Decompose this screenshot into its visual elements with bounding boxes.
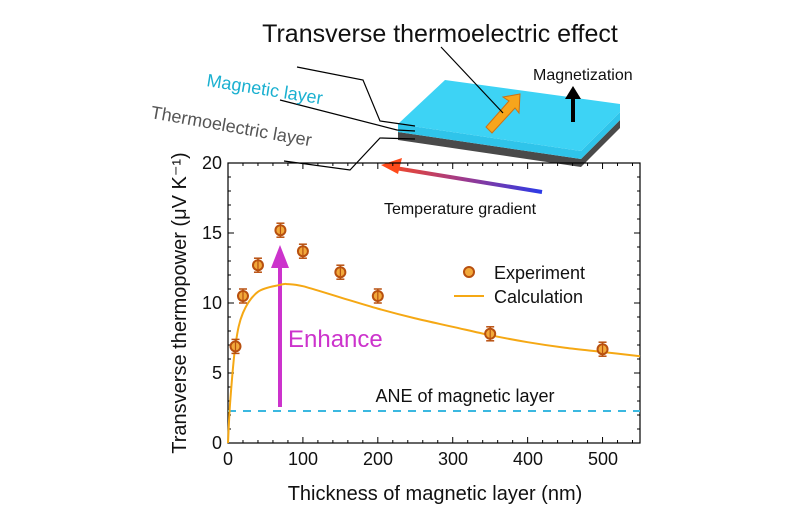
experiment-point — [274, 222, 287, 238]
ane-label: ANE of magnetic layer — [375, 386, 554, 406]
experiment-point — [251, 257, 264, 273]
thermoelectric-layer-slab — [398, 120, 620, 167]
y-tick-20: 20 — [202, 153, 222, 173]
thermoelectric-layer-label: Thermoelectric layer — [149, 102, 313, 150]
y-tick-15: 15 — [202, 223, 222, 243]
experiment-point — [236, 288, 249, 304]
magnetic-layer-label: Magnetic layer — [205, 70, 324, 108]
x-tick-200: 200 — [363, 449, 393, 469]
y-tick-labels: 0 5 10 15 20 — [202, 153, 222, 453]
experiment-points — [229, 222, 609, 357]
experiment-point — [296, 243, 309, 259]
chart: 0 5 10 15 20 0 100 200 300 400 500 Thick… — [169, 152, 641, 505]
x-tick-500: 500 — [588, 449, 618, 469]
x-tick-300: 300 — [438, 449, 468, 469]
calculation-curve — [227, 282, 641, 444]
x-axis-label: Thickness of magnetic layer (nm) — [288, 483, 583, 505]
enhance-label: Enhance — [288, 326, 383, 353]
experiment-point — [229, 338, 242, 355]
legend: Experiment Calculation — [454, 263, 585, 307]
magnetization-label: Magnetization — [533, 67, 633, 84]
magnetic-layer-top — [398, 80, 620, 151]
enhance-arrow-icon — [271, 245, 289, 407]
experiment-point — [334, 264, 347, 280]
x-tick-labels: 0 100 200 300 400 500 — [223, 449, 618, 469]
magnetic-layer-side — [398, 112, 620, 159]
temperature-gradient-label: Temperature gradient — [384, 201, 537, 218]
experiment-point — [484, 326, 497, 342]
thermoelectric-layer-leader-line-top — [279, 99, 416, 132]
magnetization-arrow-icon — [565, 86, 581, 122]
y-tick-5: 5 — [212, 363, 222, 383]
legend-experiment-marker — [463, 266, 475, 278]
x-tick-100: 100 — [288, 449, 318, 469]
device-schematic: Magnetization Magnetic layer Thermoelect… — [149, 46, 633, 218]
x-tick-400: 400 — [513, 449, 543, 469]
y-tick-10: 10 — [202, 293, 222, 313]
x-tick-0: 0 — [223, 449, 233, 469]
experiment-point — [371, 288, 384, 304]
y-tick-0: 0 — [212, 433, 222, 453]
magnetic-layer-leader-line — [296, 66, 416, 127]
thermoelectric-layer-leader-line-bottom — [283, 137, 416, 171]
temperature-gradient-arrow-icon — [381, 158, 543, 194]
transverse-current-arrow-icon — [485, 93, 521, 134]
y-axis-label: Transverse thermopower (μV K⁻¹) — [169, 152, 191, 453]
legend-experiment-label: Experiment — [494, 263, 585, 283]
legend-calculation-label: Calculation — [494, 287, 583, 307]
experiment-point — [596, 341, 609, 357]
figure-title: Transverse thermoelectric effect — [262, 20, 618, 48]
title-leader-line — [440, 46, 504, 114]
